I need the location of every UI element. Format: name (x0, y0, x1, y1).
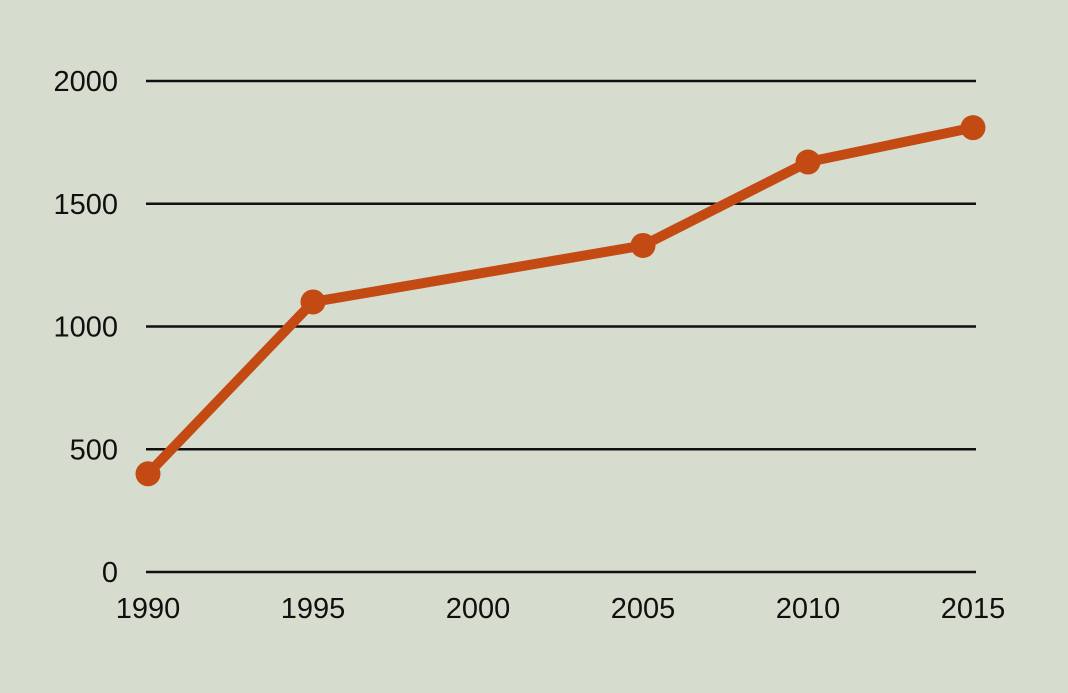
x-axis-tick-label: 1990 (116, 593, 181, 625)
data-point-marker (135, 461, 161, 487)
y-axis-tick-label: 2000 (53, 66, 118, 98)
y-axis-tick-label: 1000 (53, 312, 118, 344)
x-axis-tick-label: 2000 (446, 593, 511, 625)
x-axis-tick-label: 1995 (281, 593, 346, 625)
y-axis-tick-label: 500 (70, 434, 118, 466)
data-point-marker (630, 232, 656, 258)
data-point-marker (795, 149, 821, 175)
y-axis-tick-label: 1500 (53, 189, 118, 221)
data-point-marker (300, 289, 326, 315)
x-axis-tick-label: 2005 (611, 593, 676, 625)
y-axis-tick-label: 0 (102, 557, 118, 589)
x-axis-tick-label: 2010 (776, 593, 841, 625)
data-point-marker (960, 115, 986, 141)
x-axis-tick-label: 2015 (941, 593, 1006, 625)
